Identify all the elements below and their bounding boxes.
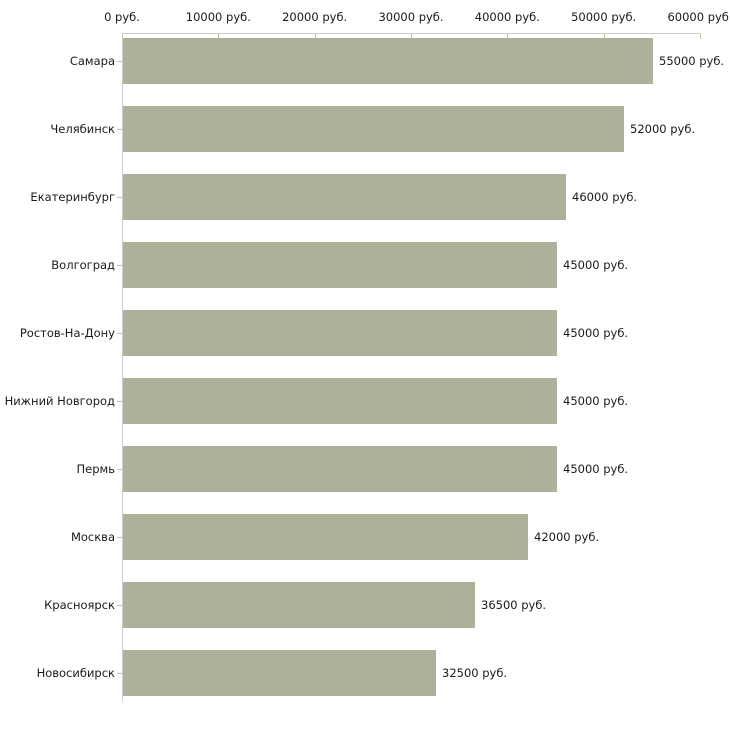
bar-value-label: 42000 руб. — [534, 530, 600, 544]
x-axis-tick-label: 20000 руб. — [282, 10, 348, 24]
bar-value-label: 45000 руб. — [563, 394, 629, 408]
category-tick-mark — [117, 265, 122, 266]
category-tick-mark — [117, 333, 122, 334]
category-label: Нижний Новгород — [4, 394, 115, 408]
bar — [123, 310, 557, 356]
bar — [123, 242, 557, 288]
category-tick-mark — [117, 469, 122, 470]
bar — [123, 650, 436, 696]
bar-value-label: 46000 руб. — [572, 190, 638, 204]
bar-value-label: 45000 руб. — [563, 462, 629, 476]
x-axis-tick-label: 40000 руб. — [474, 10, 540, 24]
x-axis-tick-mark — [218, 34, 220, 39]
category-tick-mark — [117, 401, 122, 402]
x-axis-tick-mark — [603, 34, 605, 39]
bar-value-label: 32500 руб. — [442, 666, 508, 680]
x-axis-tick-label: 10000 руб. — [185, 10, 251, 24]
x-axis-tick-label: 50000 руб. — [571, 10, 637, 24]
bar — [123, 582, 475, 628]
bar-value-label: 45000 руб. — [563, 258, 629, 272]
category-label: Челябинск — [50, 122, 115, 136]
x-axis-tick-label: 30000 руб. — [378, 10, 444, 24]
category-label: Ростов-На-Дону — [19, 326, 115, 340]
bar — [123, 106, 624, 152]
x-axis-tick-mark — [507, 34, 509, 39]
category-label: Пермь — [76, 462, 115, 476]
category-label: Новосибирск — [36, 666, 115, 680]
category-tick-mark — [117, 673, 122, 674]
x-axis-line — [122, 33, 701, 34]
bar-value-label: 55000 руб. — [659, 54, 725, 68]
bar-value-label: 36500 руб. — [481, 598, 547, 612]
x-axis-tick-mark — [314, 34, 316, 39]
bar — [123, 446, 557, 492]
category-label: Красноярск — [44, 598, 115, 612]
category-label: Москва — [70, 530, 115, 544]
y-axis-line — [122, 33, 123, 701]
category-label: Волгоград — [51, 258, 115, 272]
category-tick-mark — [117, 605, 122, 606]
bar-value-label: 45000 руб. — [563, 326, 629, 340]
category-tick-mark — [117, 197, 122, 198]
bar-value-label: 52000 руб. — [630, 122, 696, 136]
bar — [123, 514, 528, 560]
x-axis-tick-mark — [411, 34, 412, 39]
category-tick-mark — [117, 537, 122, 538]
x-axis-tick-label: 0 руб. — [104, 10, 140, 24]
x-axis-tick-mark — [122, 34, 123, 39]
category-label: Екатеринбург — [30, 190, 115, 204]
category-label: Самара — [69, 54, 115, 68]
x-axis-tick-mark — [700, 34, 701, 39]
category-tick-mark — [117, 129, 122, 130]
category-tick-mark — [117, 61, 122, 62]
bar — [123, 378, 557, 424]
x-axis-tick-label: 60000 руб. — [667, 10, 730, 24]
bar — [123, 174, 566, 220]
bar — [123, 38, 653, 84]
